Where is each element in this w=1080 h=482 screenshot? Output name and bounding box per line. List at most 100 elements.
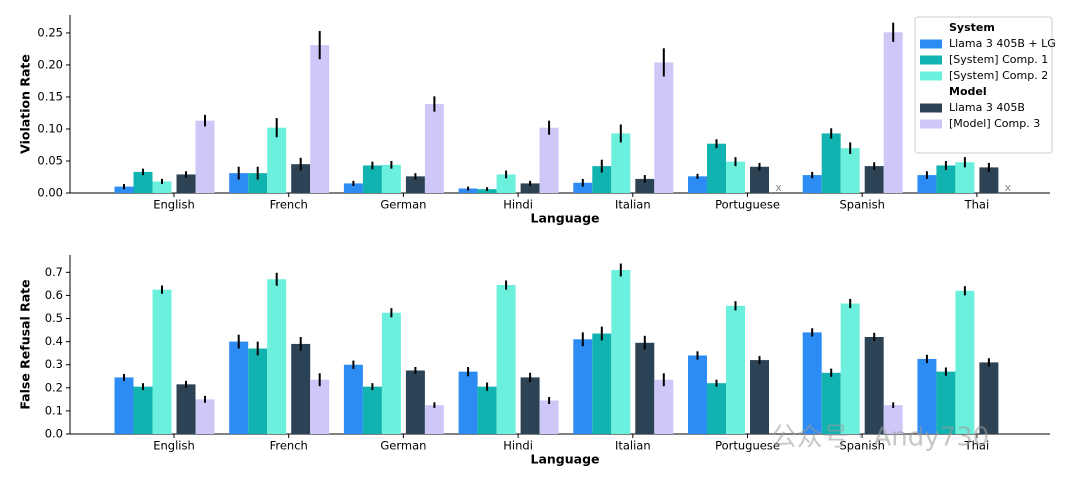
bar bbox=[291, 164, 311, 193]
bar bbox=[362, 386, 382, 434]
x-axis-title: Language bbox=[530, 211, 599, 226]
x-tick-label: Italian bbox=[615, 198, 651, 212]
bar bbox=[654, 62, 674, 194]
x-tick-label: English bbox=[153, 198, 195, 212]
bar bbox=[405, 176, 425, 193]
bar bbox=[936, 371, 956, 434]
bar bbox=[496, 174, 516, 193]
bar bbox=[424, 104, 444, 193]
bar bbox=[688, 176, 707, 193]
bar bbox=[539, 127, 559, 193]
x-tick-label: Spanish bbox=[839, 439, 884, 453]
bar bbox=[267, 127, 287, 193]
y-axis-title: Violation Rate bbox=[18, 54, 33, 154]
legend-swatch bbox=[920, 39, 942, 49]
bar bbox=[955, 162, 975, 193]
bar bbox=[248, 348, 268, 434]
bar bbox=[802, 175, 822, 193]
bar bbox=[291, 343, 311, 434]
bar bbox=[936, 165, 956, 193]
legend-swatch bbox=[920, 119, 942, 129]
bar bbox=[229, 341, 249, 434]
bar bbox=[802, 332, 822, 434]
x-tick-label: German bbox=[380, 439, 426, 453]
bar bbox=[267, 279, 287, 434]
bar bbox=[592, 166, 612, 193]
y-tick-label: 0.6 bbox=[45, 288, 63, 302]
bar bbox=[635, 342, 655, 434]
bar bbox=[381, 164, 401, 193]
bar bbox=[750, 166, 769, 193]
bar bbox=[883, 405, 903, 434]
bar bbox=[176, 384, 196, 434]
bar bbox=[726, 305, 745, 434]
x-tick-label: French bbox=[270, 439, 308, 453]
bar bbox=[343, 364, 363, 434]
bar bbox=[405, 370, 425, 434]
bar bbox=[707, 143, 726, 193]
y-tick-label: 0.4 bbox=[45, 334, 63, 348]
legend-label: [System] Comp. 1 bbox=[949, 53, 1048, 66]
y-tick-label: 0.3 bbox=[45, 357, 63, 371]
x-tick-label: French bbox=[270, 198, 308, 212]
x-tick-label: German bbox=[380, 198, 426, 212]
bar bbox=[133, 171, 153, 193]
missing-marker: x bbox=[775, 181, 782, 194]
bar bbox=[343, 183, 363, 193]
bar bbox=[310, 379, 330, 434]
legend-label: Llama 3 405B + LG bbox=[949, 37, 1056, 50]
bar bbox=[114, 377, 134, 434]
bar bbox=[152, 181, 172, 193]
legend-box bbox=[914, 16, 1053, 154]
bar bbox=[152, 289, 172, 434]
bar bbox=[424, 405, 444, 434]
x-tick-label: Italian bbox=[615, 439, 651, 453]
y-tick-label: 0.05 bbox=[37, 153, 63, 167]
legend-swatch bbox=[920, 55, 942, 65]
legend-label: [System] Comp. 2 bbox=[949, 69, 1048, 82]
x-tick-label: Spanish bbox=[839, 198, 884, 212]
y-axis-title: False Refusal Rate bbox=[18, 279, 33, 409]
x-tick-label: Hindi bbox=[503, 198, 533, 212]
x-tick-label: English bbox=[153, 439, 195, 453]
y-tick-label: 0.20 bbox=[37, 57, 63, 71]
y-tick-label: 0.5 bbox=[45, 311, 63, 325]
x-tick-label: Thai bbox=[964, 439, 990, 453]
bar bbox=[883, 32, 903, 194]
bar bbox=[195, 399, 215, 434]
bar bbox=[917, 175, 937, 193]
bar bbox=[592, 333, 612, 434]
bar bbox=[133, 386, 153, 434]
bar bbox=[955, 290, 975, 434]
bar bbox=[477, 386, 497, 434]
legend-label: Llama 3 405B bbox=[949, 101, 1025, 114]
bar bbox=[840, 148, 860, 193]
bar bbox=[726, 161, 745, 193]
bar bbox=[979, 167, 999, 193]
y-tick-label: 0.2 bbox=[45, 380, 63, 394]
bar bbox=[520, 377, 540, 434]
legend-swatch bbox=[920, 103, 942, 113]
legend-label: [Model] Comp. 3 bbox=[949, 117, 1040, 130]
bar bbox=[458, 371, 478, 434]
bar bbox=[362, 165, 382, 193]
x-tick-label: Thai bbox=[964, 198, 990, 212]
bar bbox=[458, 188, 478, 193]
bar bbox=[229, 173, 249, 193]
bar bbox=[840, 303, 860, 434]
bar bbox=[539, 400, 559, 434]
legend-group-title: Model bbox=[949, 85, 987, 98]
watermark: 公众号 · Andy730 bbox=[771, 423, 990, 453]
y-tick-label: 0.0 bbox=[45, 427, 63, 441]
missing-marker: x bbox=[1005, 181, 1012, 194]
bar bbox=[573, 339, 593, 434]
bar bbox=[750, 360, 769, 434]
x-tick-label: Hindi bbox=[503, 439, 533, 453]
bar bbox=[176, 174, 196, 193]
bar bbox=[821, 372, 841, 434]
legend-swatch bbox=[920, 71, 942, 81]
bar bbox=[979, 362, 999, 434]
x-tick-label: Portuguese bbox=[715, 439, 780, 453]
bar bbox=[114, 186, 134, 193]
